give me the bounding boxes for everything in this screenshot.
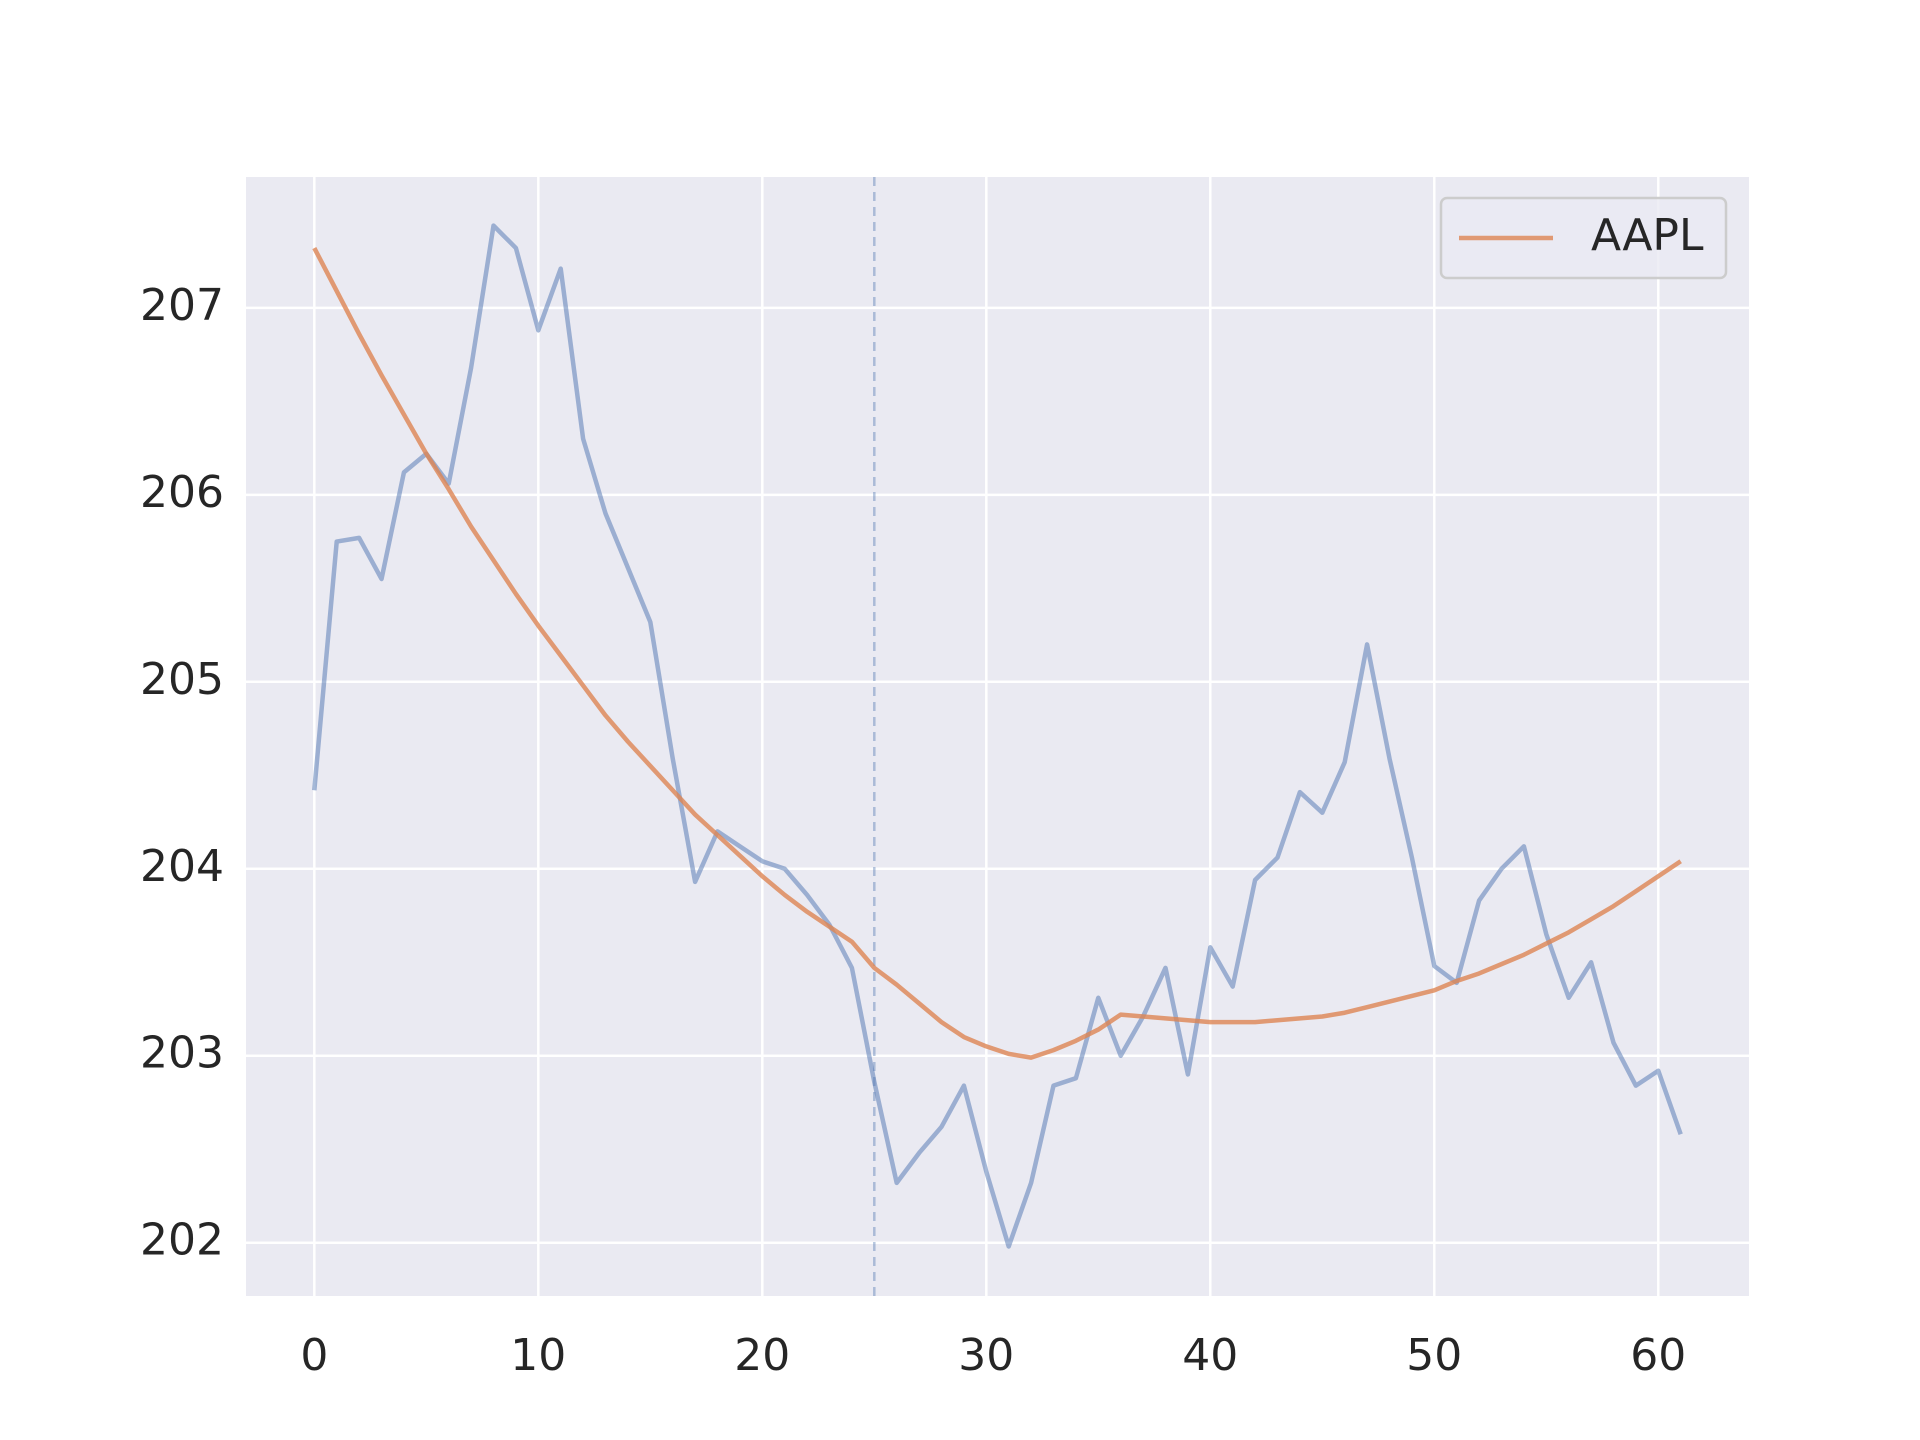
x-tick-label: 50 — [1406, 1330, 1462, 1381]
x-tick-label: 40 — [1182, 1330, 1238, 1381]
y-tick-label: 203 — [140, 1028, 224, 1079]
y-tick-label: 202 — [140, 1215, 224, 1266]
x-tick-label: 0 — [300, 1330, 328, 1381]
legend-box — [1439, 196, 1728, 280]
legend-label: AAPL — [1591, 210, 1704, 261]
series-line — [312, 247, 1682, 1060]
y-tick-label: 204 — [140, 841, 224, 892]
y-tick-label: 206 — [140, 467, 224, 518]
series-line — [312, 223, 1683, 1249]
legend: AAPL — [1439, 196, 1728, 280]
x-tick-label: 60 — [1630, 1330, 1686, 1381]
x-tick-label: 30 — [958, 1330, 1014, 1381]
x-tick-label: 20 — [734, 1330, 790, 1381]
plot-area — [246, 177, 1749, 1296]
y-tick-label: 207 — [140, 280, 224, 331]
y-tick-label: 205 — [140, 654, 224, 705]
x-tick-label: 10 — [510, 1330, 566, 1381]
